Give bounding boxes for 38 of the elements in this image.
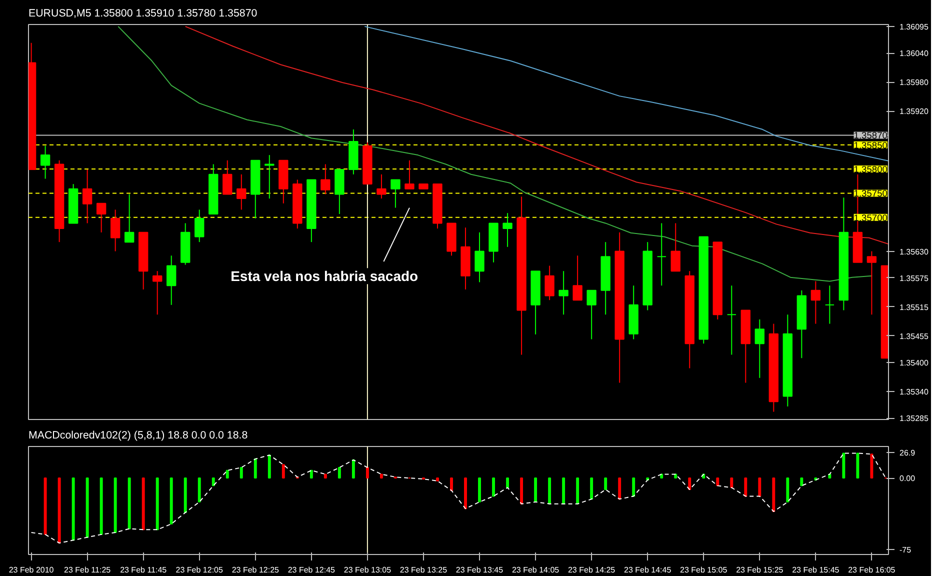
x-tick-label: 23 Feb 2010	[8, 566, 54, 574]
y-tick-label: 1.35630	[900, 247, 929, 256]
x-tick-label: 23 Feb 16:05	[848, 566, 896, 574]
x-tick-label: 23 Feb 14:05	[512, 566, 560, 574]
annotation: Esta vela nos habria sacado	[230, 268, 418, 284]
ref-line-label: 1.35800	[854, 164, 888, 175]
ref-line-label: 1.35750	[854, 188, 888, 199]
x-tick-label: 23 Feb 12:05	[176, 566, 224, 574]
y-tick-label: 1.35980	[900, 78, 929, 88]
y-tick-label: 0.00	[900, 474, 916, 484]
ref-line-label: 1.35870	[854, 130, 888, 141]
y-tick-label: 1.35400	[900, 358, 929, 368]
x-tick-label: 23 Feb 13:05	[344, 566, 392, 574]
y-tick-label: 1.36040	[900, 49, 929, 58]
x-tick-label: 23 Feb 11:45	[120, 566, 168, 574]
y-tick-label: -75	[900, 546, 912, 555]
x-tick-label: 23 Feb 15:45	[792, 566, 840, 574]
ref-line-label: 1.35850	[854, 140, 888, 150]
x-tick-label: 23 Feb 13:25	[400, 566, 448, 574]
x-tick-label: 23 Feb 12:25	[232, 566, 280, 574]
y-tick-label: 1.35515	[900, 302, 929, 312]
chart-title: EURUSD,M5 1.35800 1.35910 1.35780 1.35870	[28, 8, 258, 20]
x-tick-label: 23 Feb 11:25	[64, 566, 112, 574]
y-tick-label: 1.36095	[900, 22, 929, 32]
y-tick-label: 1.35285	[900, 414, 929, 424]
ref-line-label: 1.35700	[854, 212, 888, 223]
y-tick-label: 1.35340	[900, 387, 929, 396]
y-tick-label: 1.35575	[900, 274, 929, 283]
x-tick-label: 23 Feb 12:45	[288, 566, 336, 574]
x-tick-label: 23 Feb 15:05	[680, 566, 728, 574]
x-tick-label: 23 Feb 13:45	[456, 566, 504, 574]
x-tick-label: 23 Feb 14:25	[568, 566, 616, 574]
y-tick-label: 1.35920	[900, 107, 929, 116]
y-tick-label: 1.35455	[900, 332, 929, 341]
x-tick-label: 23 Feb 15:25	[736, 566, 784, 574]
chart-title: MACDcoloredv102(2) (5,8,1) 18.8 0.0 0.0 18.8	[28, 430, 248, 442]
y-tick-label: 26.9	[900, 448, 916, 458]
x-tick-label: 23 Feb 14:45	[624, 566, 672, 574]
